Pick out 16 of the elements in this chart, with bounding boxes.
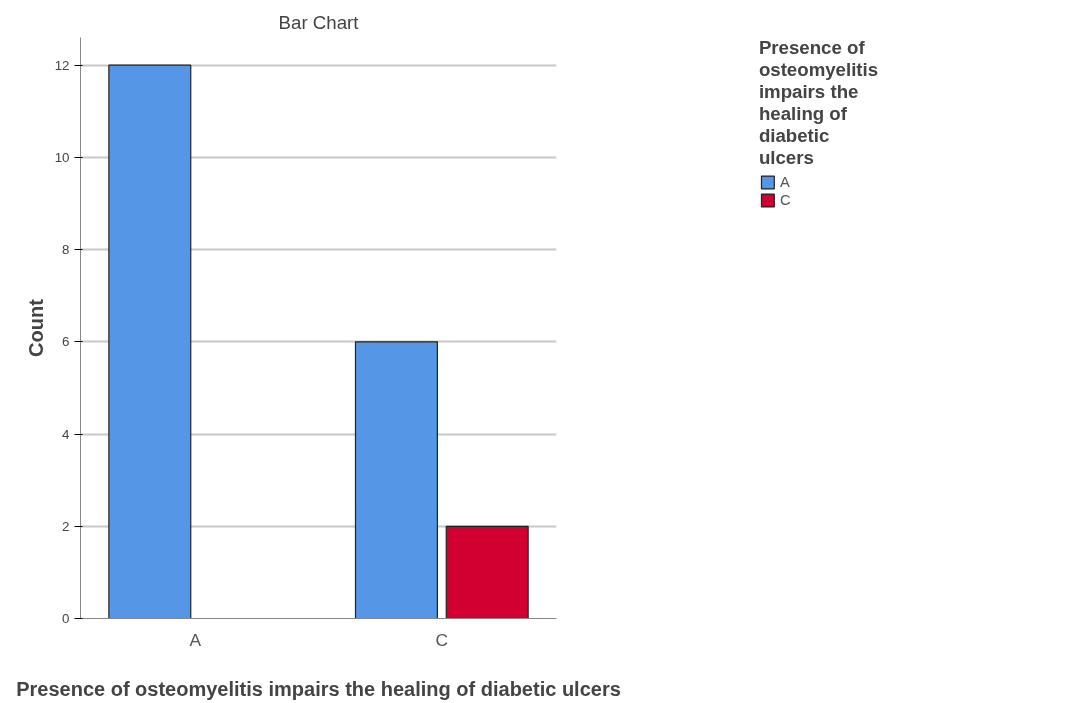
y-tick-label: 6 — [62, 334, 70, 350]
bar — [445, 525, 529, 619]
legend-title: Presence of osteomyelitis impairs the healing of diabetic ulcers — [758, 37, 879, 169]
bar — [108, 64, 192, 619]
chart-title: Bar Chart — [278, 11, 360, 33]
y-tick-label: 4 — [62, 426, 71, 442]
y-tick-label: 12 — [54, 57, 70, 73]
y-tick-label: 10 — [54, 149, 70, 165]
legend-label: A — [779, 174, 791, 190]
bar — [354, 341, 438, 619]
y-tick-label: 0 — [62, 611, 70, 626]
y-tick-label: 2 — [62, 518, 70, 534]
y-tick-label: 8 — [62, 242, 70, 258]
y-axis-title: Count — [24, 298, 47, 357]
legend-label: C — [779, 192, 792, 208]
x-axis-title: Presence of osteomyelitis impairs the healing of diabetic ulcers — [16, 677, 621, 700]
